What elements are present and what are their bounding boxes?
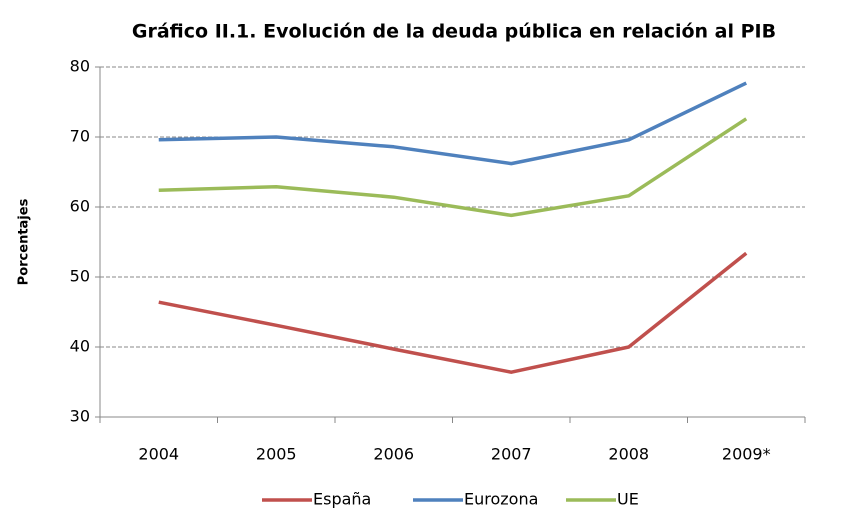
y-tick-label: 70 (70, 127, 90, 146)
series-line (158, 251, 748, 374)
x-tick-label: 2005 (256, 445, 297, 464)
series-line (158, 81, 748, 166)
y-tick-label: 60 (70, 197, 90, 216)
x-tick-label: 2004 (138, 445, 179, 464)
legend-label: UE (617, 490, 639, 509)
y-tick-label: 40 (70, 337, 90, 356)
legend-label: España (313, 490, 371, 509)
series-line (158, 117, 748, 218)
legend-label: Eurozona (464, 490, 538, 509)
x-tick-label: 2007 (491, 445, 532, 464)
chart-title: Gráfico II.1. Evolución de la deuda públ… (132, 21, 776, 43)
x-tick-label: 2008 (608, 445, 649, 464)
y-tick-label: 50 (70, 267, 90, 286)
x-tick-label: 2006 (373, 445, 414, 464)
x-tick-label: 2009* (722, 445, 771, 464)
y-tick-label: 30 (70, 407, 90, 426)
y-axis-label: Porcentajes (17, 198, 32, 285)
y-tick-label: 80 (70, 57, 90, 76)
